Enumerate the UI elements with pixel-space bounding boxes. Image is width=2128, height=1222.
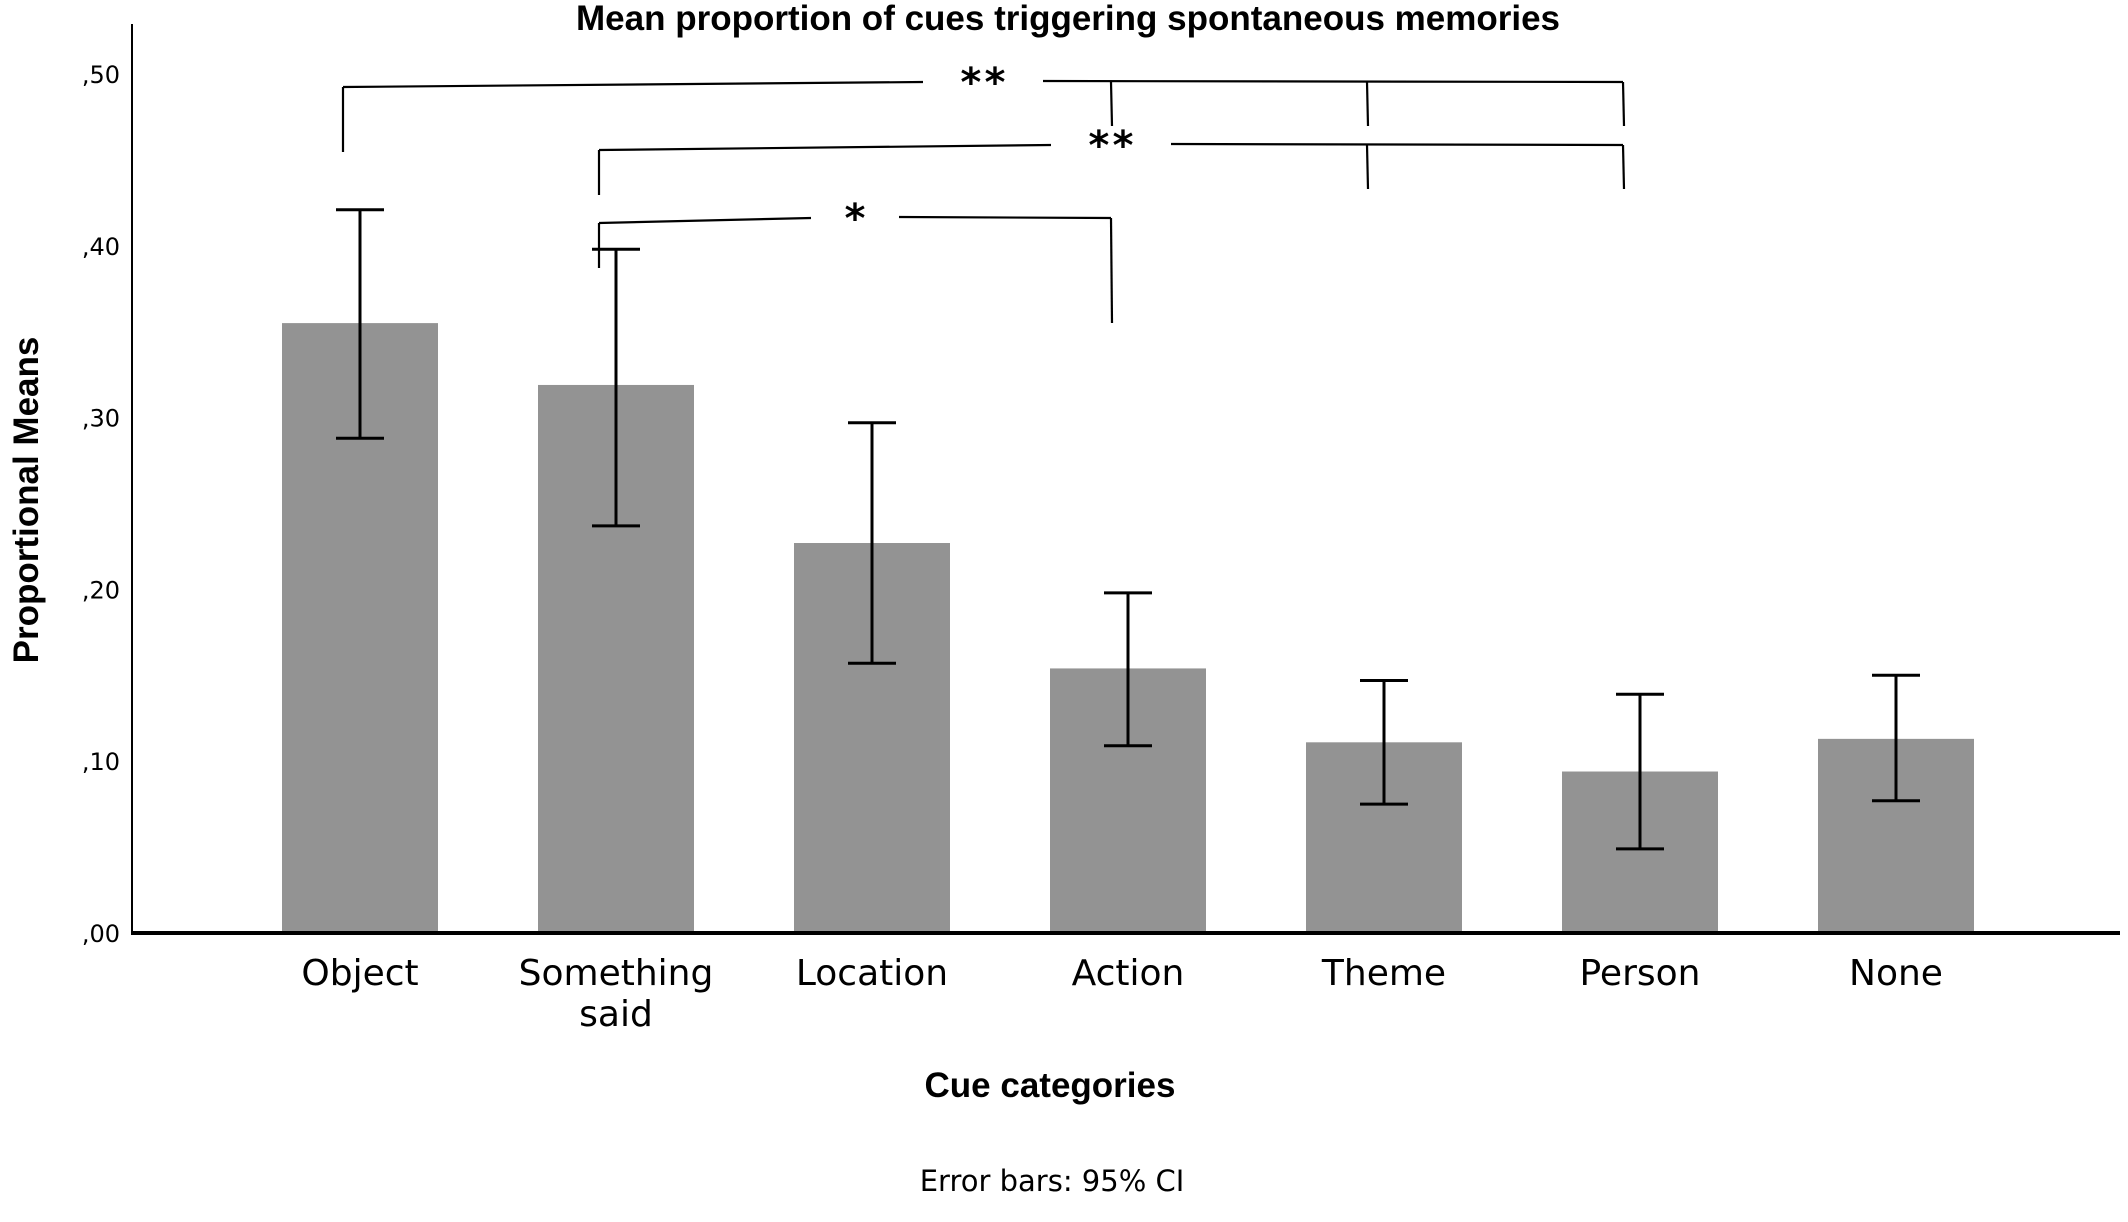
significance-brackets: *****	[341, 60, 1626, 324]
significance-bracket: **	[597, 123, 1626, 195]
error-bar	[848, 421, 896, 665]
category-label: Something said	[519, 953, 714, 1035]
significance-label: **	[959, 60, 1007, 106]
category-label: Person	[1580, 953, 1701, 994]
error-bar	[1872, 673, 1920, 803]
x-axis-title: Cue categories	[925, 1066, 1176, 1105]
significance-label: *	[843, 196, 867, 242]
chart-title: Mean proportion of cues triggering spont…	[576, 0, 1560, 38]
y-axis-title: Proportional Means	[7, 337, 46, 664]
category-label: None	[1849, 953, 1943, 994]
significance-bracket: **	[341, 60, 1626, 152]
y-tick-label: ,50	[82, 61, 120, 89]
y-tick-label: ,20	[82, 576, 120, 604]
error-bars	[336, 208, 1920, 851]
significance-bracket: *	[597, 196, 1114, 324]
y-tick-label: ,40	[82, 233, 120, 261]
y-tick-label: ,10	[82, 748, 120, 776]
error-bar	[1616, 692, 1664, 851]
significance-label: **	[1087, 123, 1135, 169]
category-label: Location	[796, 953, 948, 994]
error-bar	[336, 208, 384, 440]
error-bar	[1360, 678, 1408, 806]
error-bar	[1104, 591, 1152, 748]
category-label: Object	[301, 953, 418, 994]
category-label: Action	[1072, 953, 1185, 994]
error-bars-note: Error bars: 95% CI	[920, 1164, 1185, 1198]
y-tick-label: ,00	[82, 920, 120, 948]
y-tick-label: ,30	[82, 405, 120, 433]
category-labels: Object Something said Location Action Theme Pe…	[301, 953, 1943, 1035]
category-label: Theme	[1321, 953, 1446, 994]
y-tick-labels: ,00 ,10 ,20 ,30 ,40 ,50	[82, 61, 120, 948]
